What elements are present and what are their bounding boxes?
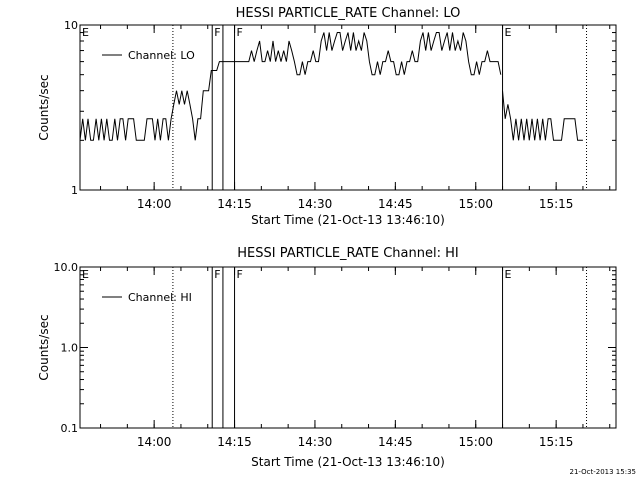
y-tick-label: 0.1: [61, 422, 79, 435]
legend-label: Channel: LO: [128, 49, 195, 62]
y-tick-label: 10: [64, 19, 78, 32]
y-axis-label: Counts/sec: [37, 314, 51, 380]
x-axis-label: Start Time (21-Oct-13 13:46:10): [251, 455, 445, 469]
x-tick-label: 14:45: [378, 435, 413, 449]
x-axis-label: Start Time (21-Oct-13 13:46:10): [251, 213, 445, 227]
legend-label: Channel: HI: [128, 291, 192, 304]
x-tick-label: 15:00: [458, 197, 493, 211]
x-tick-label: 15:00: [458, 435, 493, 449]
event-marker-label: F: [237, 268, 243, 281]
x-tick-label: 14:45: [378, 197, 413, 211]
series-line: [79, 32, 502, 141]
x-tick-label: 15:15: [539, 197, 574, 211]
x-tick-label: 15:15: [539, 435, 574, 449]
x-tick-label: 14:30: [298, 435, 333, 449]
series-line: [502, 90, 583, 141]
y-axis-label: Counts/sec: [37, 74, 51, 140]
x-tick-label: 14:00: [137, 197, 172, 211]
event-marker-label: F: [237, 26, 243, 39]
y-tick-label: 1: [71, 184, 78, 197]
x-tick-label: 14:15: [217, 435, 252, 449]
x-tick-label: 14:30: [298, 197, 333, 211]
panel-lo: HESSI PARTICLE_RATE Channel: LO 1 10 Counts…: [37, 6, 617, 227]
plot-timestamp: 21-Oct-2013 15:35: [570, 468, 636, 476]
event-marker-label: E: [82, 26, 89, 39]
event-marker-label: E: [505, 268, 512, 281]
event-marker-label: F: [214, 268, 220, 281]
chart-title: HESSI PARTICLE_RATE Channel: LO: [236, 6, 461, 21]
event-marker-label: F: [214, 26, 220, 39]
chart-title: HESSI PARTICLE_RATE Channel: HI: [237, 246, 458, 261]
event-marker-label: E: [505, 26, 512, 39]
event-marker-label: E: [82, 268, 89, 281]
x-tick-label: 14:00: [137, 435, 172, 449]
y-tick-label: 10.0: [54, 261, 79, 274]
panel-hi: HESSI PARTICLE_RATE Channel: HI 0.1 1.0 10.…: [37, 246, 617, 469]
x-tick-label: 14:15: [217, 197, 252, 211]
y-tick-label: 1.0: [61, 342, 79, 355]
